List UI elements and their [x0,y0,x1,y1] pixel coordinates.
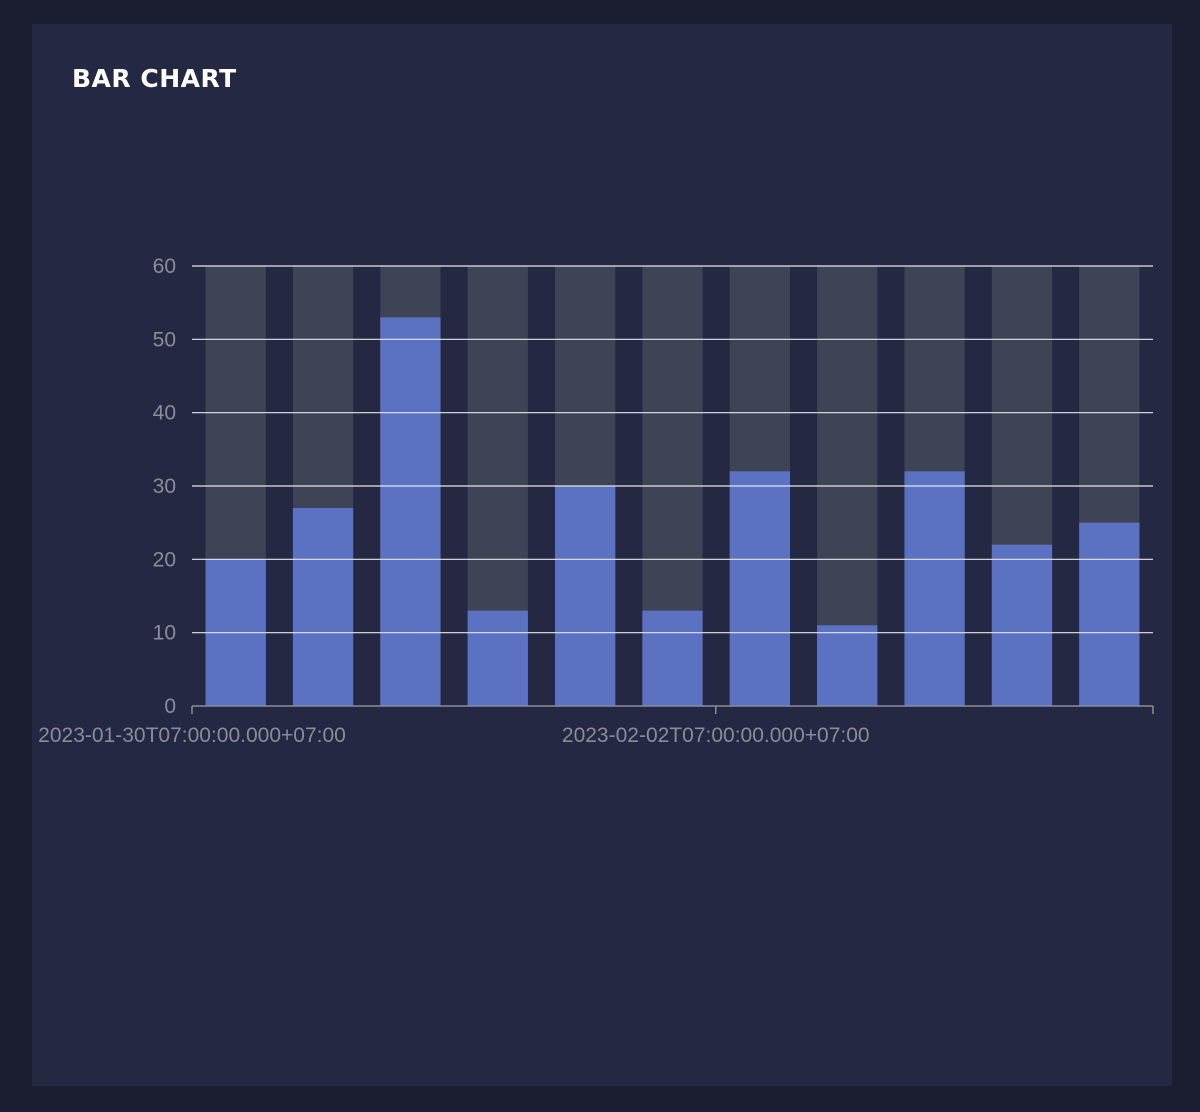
bar [642,610,703,706]
bar [467,610,528,706]
y-tick-label: 30 [153,475,176,498]
chart-card: BAR CHART 0 10 20 30 40 50 60 2023-01-30T07:00:… [32,24,1172,1086]
x-tick-label: 2023-01-30T07:00:00.000+07:00 [38,724,346,747]
y-tick-label: 60 [153,255,176,278]
bar [292,508,354,706]
y-tick-label: 40 [153,402,176,425]
bar [729,471,791,706]
card-title: BAR CHART [72,64,237,93]
bar [817,625,878,706]
bar [1079,522,1140,706]
bar [380,317,441,706]
y-tick-label: 50 [153,328,176,351]
bar [554,486,616,706]
bar [991,544,1053,706]
y-tick-label: 10 [153,622,176,645]
x-tick-label: 2023-02-02T07:00:00.000+07:00 [562,724,870,747]
bar [904,471,965,706]
bar-chart: 0 10 20 30 40 50 60 2023-01-30T07:00:00.000+07:… [38,255,1154,747]
y-tick-label: 0 [164,695,176,718]
y-tick-label: 20 [153,548,176,571]
